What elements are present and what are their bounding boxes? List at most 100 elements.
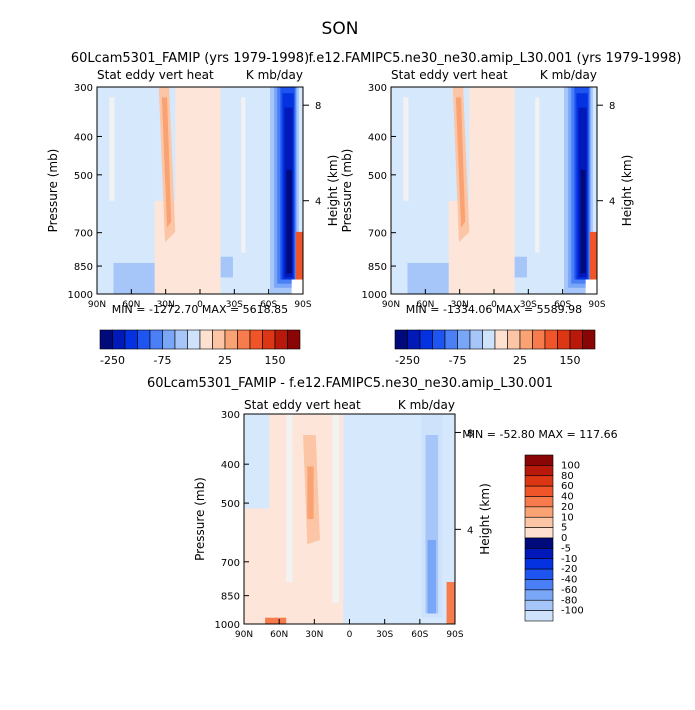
colorbar-label: -250 bbox=[100, 354, 125, 367]
colorbar-label: 80 bbox=[561, 471, 574, 482]
min-max-stats: MIN = -52.80 MAX = 117.66 bbox=[462, 428, 617, 441]
field-region-neg bbox=[391, 87, 449, 294]
colorbar-swatch bbox=[99, 329, 113, 350]
x-tick-label: 60S bbox=[554, 300, 571, 310]
x-tick-label: 30N bbox=[305, 630, 323, 640]
y-tick-label: 400 bbox=[74, 132, 93, 143]
field-region-neg bbox=[407, 262, 449, 294]
colorbar-swatch bbox=[507, 329, 521, 350]
colorbar-label: 40 bbox=[561, 492, 574, 503]
x-tick-label: 60S bbox=[411, 630, 428, 640]
y-tick-label: 850 bbox=[368, 262, 387, 273]
panels: 60Lcam5301_FAMIP (yrs 1979-1998) Stat edd… bbox=[46, 51, 681, 640]
min-max-stats: MIN = -1334.06 MAX = 5589.98 bbox=[406, 303, 582, 316]
y-tick-label: 1000 bbox=[68, 290, 93, 301]
panel-3: 60Lcam5301_FAMIP - f.e12.FAMIPC5.ne30_ne… bbox=[147, 376, 618, 640]
y2-axis-label: Height (km) bbox=[620, 155, 634, 226]
colorbar-swatch bbox=[174, 329, 188, 350]
y-axis-label: Pressure (mb) bbox=[46, 149, 60, 233]
x-tick-label: 90S bbox=[294, 300, 311, 310]
colorbar-label: -10 bbox=[561, 554, 577, 565]
variable-label: Stat eddy vert heat bbox=[244, 398, 361, 412]
field-region-pos bbox=[589, 231, 597, 294]
y-tick-label: 700 bbox=[368, 229, 387, 240]
panel-title: 60Lcam5301_FAMIP - f.e12.FAMIPC5.ne30_ne… bbox=[147, 376, 553, 391]
field-jet-neg bbox=[286, 169, 292, 274]
colorbar-swatch bbox=[287, 329, 301, 350]
colorbar-swatch bbox=[274, 329, 288, 350]
field-streak bbox=[109, 97, 115, 201]
colorbar-swatch bbox=[524, 454, 554, 466]
y2-tick-label: 4 bbox=[467, 525, 473, 536]
colorbar-label: 20 bbox=[561, 502, 574, 513]
colorbar-label: -5 bbox=[561, 543, 571, 554]
colorbar-label: -40 bbox=[561, 575, 577, 586]
colorbar-swatch bbox=[524, 610, 554, 622]
y2-axis-label: Height (km) bbox=[478, 483, 492, 554]
field-streak bbox=[241, 97, 246, 253]
colorbar-swatch bbox=[262, 329, 276, 350]
colorbar-label: 150 bbox=[265, 354, 286, 367]
colorbar-swatch bbox=[524, 485, 554, 497]
colorbar-swatch bbox=[569, 329, 583, 350]
y-tick-label: 700 bbox=[221, 558, 240, 569]
colorbar-swatch bbox=[124, 329, 138, 350]
field-region-neg bbox=[113, 262, 155, 294]
colorbar-label: 25 bbox=[218, 354, 232, 367]
y-tick-label: 700 bbox=[74, 229, 93, 240]
y-axis-label: Pressure (mb) bbox=[193, 477, 207, 561]
colorbar-swatch bbox=[224, 329, 238, 350]
y-tick-label: 500 bbox=[221, 499, 240, 510]
min-max-stats: MIN = -1272.70 MAX = 5618.85 bbox=[112, 303, 288, 316]
heatmap-field bbox=[244, 414, 455, 624]
x-tick-label: 0 bbox=[491, 300, 497, 310]
field-region-pos bbox=[295, 231, 303, 294]
colorbar-swatch bbox=[137, 329, 151, 350]
y-tick-label: 300 bbox=[368, 83, 387, 94]
colorbar-swatch bbox=[524, 527, 554, 539]
y-tick-label: 1000 bbox=[215, 620, 240, 631]
field-streak bbox=[286, 414, 293, 582]
page-title: SON bbox=[322, 19, 359, 39]
colorbar-swatch bbox=[162, 329, 176, 350]
y-tick-label: 300 bbox=[221, 410, 240, 421]
x-tick-label: 60N bbox=[122, 300, 140, 310]
colorbar: -250 -75 25 150 bbox=[394, 329, 596, 367]
field-streak bbox=[403, 97, 409, 201]
colorbar-swatch bbox=[544, 329, 558, 350]
colorbar-label: 60 bbox=[561, 481, 574, 492]
x-tick-label: 30S bbox=[376, 630, 393, 640]
colorbar-label: 10 bbox=[561, 512, 574, 523]
y-tick-label: 300 bbox=[74, 83, 93, 94]
y-tick-label: 850 bbox=[221, 592, 240, 603]
x-tick-label: 60N bbox=[416, 300, 434, 310]
colorbar-swatch bbox=[407, 329, 421, 350]
colorbar-swatch bbox=[249, 329, 263, 350]
units-label: K mb/day bbox=[398, 398, 455, 412]
colorbar-swatch bbox=[524, 548, 554, 560]
field-region-neg bbox=[97, 87, 155, 294]
colorbar-swatch bbox=[582, 329, 596, 350]
colorbar-swatch bbox=[432, 329, 446, 350]
y2-tick-label: 8 bbox=[609, 101, 615, 112]
y-tick-label: 400 bbox=[368, 132, 387, 143]
colorbar-swatch bbox=[532, 329, 546, 350]
colorbar-label: -75 bbox=[154, 354, 172, 367]
field-streak bbox=[332, 414, 339, 603]
colorbar-swatch bbox=[524, 475, 554, 487]
field-mask bbox=[291, 279, 303, 294]
colorbar-label: -60 bbox=[561, 585, 577, 596]
field-region-neg bbox=[220, 256, 233, 278]
colorbar-swatch bbox=[524, 599, 554, 611]
colorbar: -250 -75 25 150 bbox=[99, 329, 301, 367]
colorbar-label: -100 bbox=[561, 606, 584, 617]
colorbar-swatch bbox=[524, 537, 554, 549]
field-plume-pos bbox=[455, 97, 466, 228]
colorbar-swatch bbox=[394, 329, 408, 350]
heatmap-field bbox=[97, 87, 303, 294]
colorbar-swatch bbox=[212, 329, 226, 350]
colorbar-swatch bbox=[524, 465, 554, 477]
colorbar-swatch bbox=[557, 329, 571, 350]
